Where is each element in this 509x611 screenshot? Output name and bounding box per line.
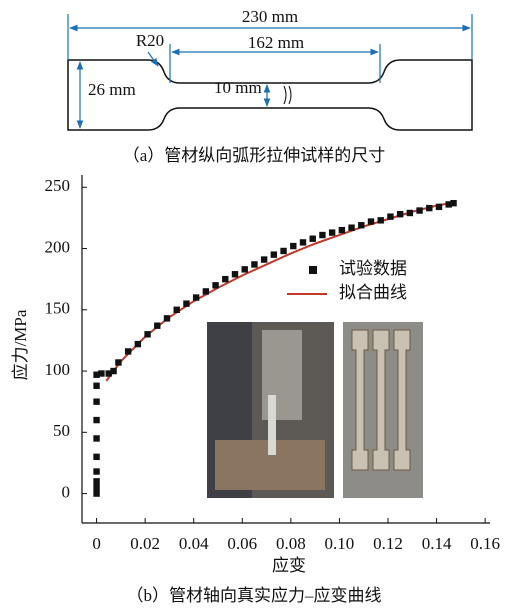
x-tick-label: 0.06 xyxy=(227,534,257,553)
data-point xyxy=(387,213,393,219)
data-point xyxy=(407,210,413,216)
radius-leader xyxy=(148,52,158,66)
figure: 230 mm 162 mm R20 26 mm 10 mm （a）管材纵向弧形拉… xyxy=(0,0,509,611)
data-point xyxy=(110,368,116,374)
data-point xyxy=(251,261,257,267)
data-point xyxy=(93,478,99,484)
data-point xyxy=(271,251,277,257)
y-axis-label: 应力/MPa xyxy=(11,309,30,380)
photo-specimens xyxy=(343,322,423,498)
x-tick-label: 0.14 xyxy=(422,534,452,553)
y-tick-label: 150 xyxy=(45,299,71,318)
data-point xyxy=(290,243,296,249)
data-point xyxy=(339,227,345,233)
data-point xyxy=(426,205,432,211)
data-point xyxy=(93,398,99,404)
data-point xyxy=(125,348,131,354)
y-tick-label: 100 xyxy=(45,360,71,379)
x-tick-label: 0.12 xyxy=(373,534,403,553)
data-point xyxy=(93,490,99,496)
x-tick-label: 0.04 xyxy=(179,534,209,553)
y-tick-label: 200 xyxy=(45,237,71,256)
x-tick-label: 0 xyxy=(92,534,101,553)
data-point xyxy=(164,315,170,321)
data-point xyxy=(144,331,150,337)
data-point xyxy=(300,239,306,245)
data-point xyxy=(329,229,335,235)
data-point xyxy=(203,288,209,294)
y-tick-label: 0 xyxy=(62,482,71,501)
legend-label: 试验数据 xyxy=(339,259,407,278)
data-point xyxy=(193,294,199,300)
data-point xyxy=(98,370,104,376)
photo-test-machine xyxy=(207,322,334,498)
data-point xyxy=(261,256,267,262)
data-point xyxy=(93,383,99,389)
photo-detail xyxy=(268,395,276,455)
data-point xyxy=(319,232,325,238)
specimen-diagram: 230 mm 162 mm R20 26 mm 10 mm （a）管材纵向弧形拉… xyxy=(68,7,472,165)
data-point xyxy=(436,204,442,210)
data-point xyxy=(378,217,384,223)
legend-label: 拟合曲线 xyxy=(339,283,407,302)
data-point xyxy=(368,218,374,224)
legend-swatch xyxy=(309,266,317,274)
data-point xyxy=(183,300,189,306)
data-point xyxy=(222,276,228,282)
data-point xyxy=(93,417,99,423)
data-point xyxy=(280,248,286,254)
dimension-label: 162 mm xyxy=(248,33,304,52)
dimension-label: 26 mm xyxy=(88,80,136,99)
break-mark xyxy=(284,86,291,104)
data-point xyxy=(93,484,99,490)
data-point xyxy=(397,211,403,217)
data-point xyxy=(232,271,238,277)
y-tick-label: 250 xyxy=(45,176,71,195)
data-point xyxy=(212,282,218,288)
data-point xyxy=(310,236,316,242)
caption: （a）管材纵向弧形拉伸试样的尺寸 xyxy=(123,146,386,165)
data-point xyxy=(174,307,180,313)
data-point xyxy=(348,224,354,230)
x-tick-label: 0.16 xyxy=(470,534,500,553)
dimension-label: R20 xyxy=(136,31,164,50)
data-point xyxy=(358,222,364,228)
y-tick-label: 50 xyxy=(53,421,70,440)
photo-detail xyxy=(352,330,410,470)
data-point xyxy=(242,266,248,272)
data-point xyxy=(135,341,141,347)
data-point xyxy=(93,468,99,474)
data-point xyxy=(154,323,160,329)
x-tick-label: 0.08 xyxy=(276,534,306,553)
x-axis-label: 应变 xyxy=(272,556,306,575)
x-tick-label: 0.10 xyxy=(325,534,355,553)
data-point xyxy=(450,200,456,206)
dimension-label: 10 mm xyxy=(214,78,262,97)
data-point xyxy=(93,454,99,460)
dimension-label: 230 mm xyxy=(242,7,298,26)
data-point xyxy=(416,207,422,213)
caption: （b）管材轴向真实应力–应变曲线 xyxy=(127,586,382,605)
data-point xyxy=(93,435,99,441)
x-tick-label: 0.02 xyxy=(130,534,160,553)
data-point xyxy=(115,359,121,365)
